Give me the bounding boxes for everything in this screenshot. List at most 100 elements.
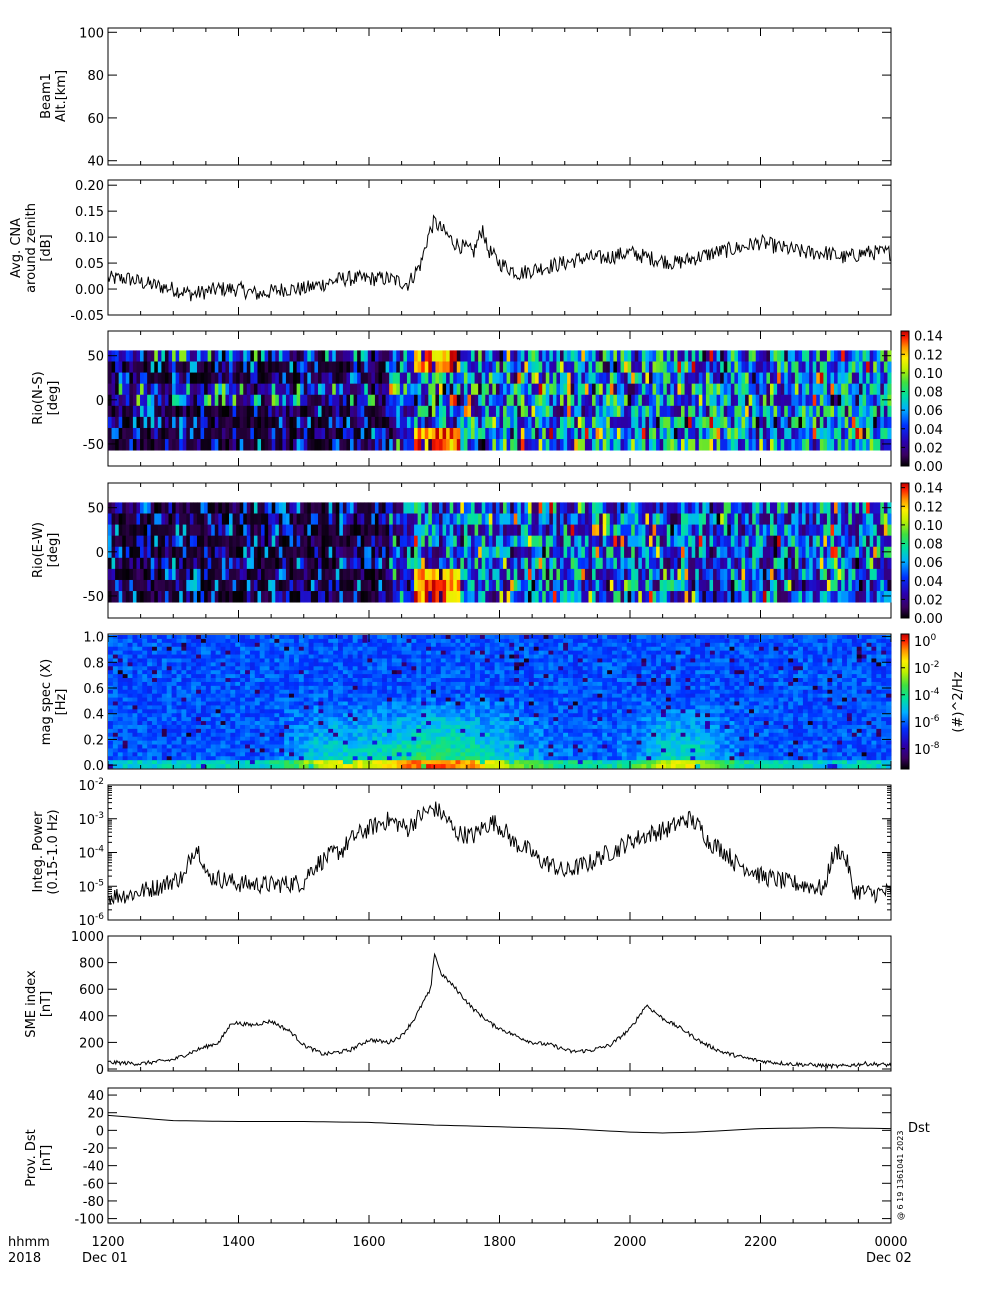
heatmap-cell: [278, 405, 283, 418]
heatmap-cell: [189, 361, 194, 373]
heatmap-cell: [389, 405, 394, 418]
heatmap-cell: [136, 427, 141, 440]
heatmap-cell: [791, 350, 796, 362]
heatmap-cell: [656, 439, 661, 451]
heatmap-cell: [759, 416, 764, 429]
spectrogram-cell: [112, 678, 119, 683]
spectrogram-cell: [210, 681, 217, 687]
heatmap-cell: [737, 524, 742, 537]
heatmap-cell: [535, 502, 540, 514]
heatmap-cell: [759, 361, 764, 373]
heatmap-cell: [791, 513, 796, 525]
heatmap-cell: [140, 513, 144, 525]
heatmap-cell: [830, 439, 835, 451]
heatmap-cell: [538, 427, 543, 440]
heatmap-cell: [837, 502, 842, 514]
heatmap-cell: [253, 383, 258, 396]
y-ticks: 500-50: [83, 502, 891, 605]
heatmap-cell: [748, 557, 753, 570]
heatmap-cell: [819, 350, 824, 362]
heatmap-cell: [428, 416, 433, 429]
heatmap-cell: [606, 372, 611, 385]
heatmap-cell: [627, 524, 632, 537]
spectrogram-cell: [181, 756, 187, 761]
heatmap-cell: [766, 361, 771, 373]
heatmap-cell: [182, 579, 187, 592]
heatmap-cell: [883, 416, 888, 429]
heatmap-cell: [688, 513, 693, 525]
heatmap-cell: [663, 405, 668, 418]
heatmap-cell: [186, 439, 191, 451]
heatmap-cell: [435, 405, 440, 418]
heatmap-cell: [278, 372, 283, 385]
heatmap-cell: [791, 361, 796, 373]
heatmap-cell: [111, 416, 116, 429]
heatmap-cell: [221, 557, 226, 570]
heatmap-cell: [652, 568, 657, 581]
heatmap-cell: [570, 372, 575, 385]
heatmap-cell: [442, 568, 447, 581]
panel-rio-ew: 500-50 Rio(E-W) [deg] 0.140.120.100.080.…: [31, 482, 943, 627]
heatmap-cell: [595, 591, 600, 603]
heatmap-cell: [307, 568, 312, 581]
heatmap-cell: [631, 427, 636, 440]
heatmap-cell: [189, 513, 194, 525]
heatmap-cell: [143, 546, 148, 559]
heatmap-cell: [780, 568, 785, 581]
spectrogram-cell: [112, 701, 119, 706]
colorbar-tick-label: 0.10: [914, 519, 943, 534]
heatmap-cell: [410, 350, 415, 362]
heatmap-cell: [453, 524, 458, 537]
heatmap-cell: [592, 350, 596, 362]
spectrogram-cell: [191, 717, 197, 722]
heatmap-cell: [794, 513, 799, 525]
heatmap-cell: [517, 416, 522, 429]
heatmap-cell: [289, 372, 294, 385]
heatmap-cell: [449, 427, 454, 440]
spectrogram-cell: [176, 670, 182, 675]
spectrogram-cell: [122, 674, 128, 679]
heatmap-cell: [460, 394, 465, 407]
heatmap-cell: [478, 568, 483, 581]
heatmap-cell: [449, 524, 454, 537]
spectrogram-cell: [166, 646, 173, 652]
heatmap-cell: [638, 535, 643, 548]
heatmap-cell: [773, 546, 778, 559]
heatmap-cell: [221, 513, 226, 525]
heatmap-cell: [873, 579, 878, 592]
heatmap-cell: [460, 439, 465, 451]
heatmap-cell: [346, 502, 351, 514]
heatmap-cell: [616, 372, 621, 385]
heatmap-cell: [211, 350, 216, 362]
heatmap-cell: [841, 568, 846, 581]
heatmap-cell: [132, 591, 137, 603]
heatmap-cell: [246, 383, 251, 396]
heatmap-cell: [787, 361, 792, 373]
spectrogram-cell: [112, 760, 119, 765]
heatmap-cell: [357, 439, 362, 451]
heatmap-cell: [467, 524, 472, 537]
heatmap-cell: [449, 546, 454, 559]
heatmap-cell: [389, 394, 394, 407]
heatmap-cell: [471, 427, 475, 440]
heatmap-cell: [844, 350, 849, 362]
spectrogram-cell: [196, 701, 202, 706]
heatmap-cell: [684, 372, 689, 385]
heatmap-cell: [253, 524, 258, 537]
heatmap-cell: [421, 502, 426, 514]
heatmap-cell: [310, 502, 315, 514]
heatmap-cell: [108, 557, 112, 570]
heatmap-cell: [495, 568, 500, 581]
heatmap-cell: [474, 394, 479, 407]
spectrogram-cell: [171, 638, 177, 644]
heatmap-cell: [314, 361, 319, 373]
heatmap-cell: [520, 416, 525, 429]
heatmap-cell: [353, 502, 358, 514]
spectrogram-cell: [108, 752, 114, 757]
y-tick-label: 0.15: [75, 205, 104, 220]
heatmap-cell: [164, 394, 169, 407]
panel-frame: [107, 27, 892, 166]
heatmap-cell: [513, 568, 518, 581]
heatmap-cell: [841, 372, 846, 385]
heatmap-cell: [556, 502, 561, 514]
